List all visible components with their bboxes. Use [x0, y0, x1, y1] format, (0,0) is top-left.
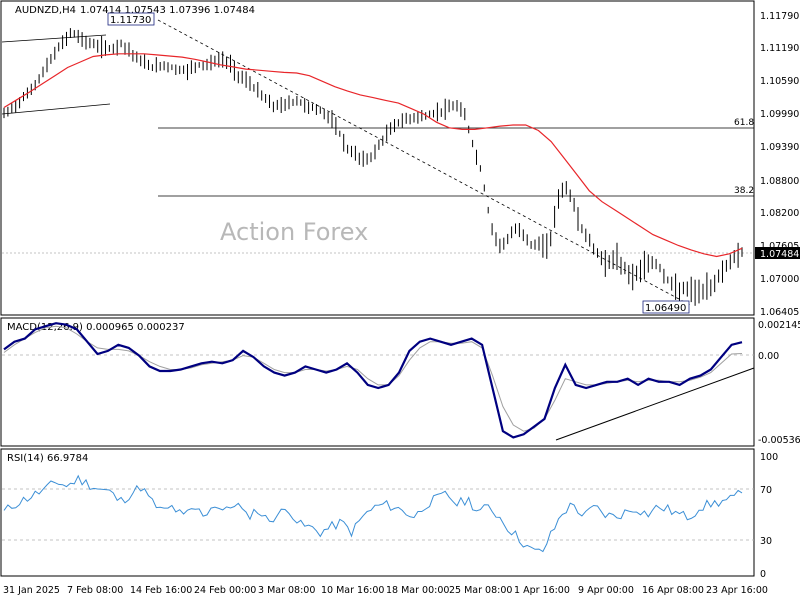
- fib-618-label: 61.8: [734, 118, 754, 128]
- macd-title: MACD(12,26,9) 0.000965 0.000237: [7, 322, 185, 333]
- price-tick: 1.06405: [760, 307, 799, 318]
- price-tick: 1.11790: [760, 11, 799, 22]
- fib-382-label: 38.2: [734, 186, 754, 196]
- moving-average-line: [3, 53, 743, 258]
- channel-upper-line: [1, 34, 107, 43]
- time-tick: 24 Feb 00:00: [194, 585, 256, 596]
- down-trendline: [157, 19, 693, 307]
- price-tick: 1.07605: [760, 241, 799, 252]
- rsi-tick: 30: [760, 536, 772, 547]
- price-tick: 1.08800: [760, 176, 799, 187]
- time-tick: 3 Mar 08:00: [258, 585, 315, 596]
- price-panel: AUDNZD,H4 1.07414 1.07543 1.07396 1.0748…: [0, 0, 755, 316]
- rsi-line: [3, 474, 743, 553]
- macd-main-line: [3, 322, 743, 439]
- time-tick: 23 Apr 16:00: [706, 585, 768, 596]
- macd-support-line: [555, 367, 755, 441]
- time-tick: 14 Feb 16:00: [130, 585, 192, 596]
- price-tick: 1.07000: [760, 274, 799, 285]
- swing-high-label: 1.11730: [110, 15, 151, 26]
- watermark: Action Forex: [220, 218, 368, 246]
- time-tick: 9 Apr 00:00: [578, 585, 634, 596]
- symbol-label: AUDNZD,H4: [15, 5, 76, 16]
- price-axis: 1.11790 1.11190 1.10590 1.09990 1.09390 …: [755, 11, 800, 318]
- time-tick: 31 Jan 2025: [3, 585, 60, 596]
- ohlc-label: 1.07414 1.07543 1.07396 1.07484: [80, 5, 255, 16]
- macd-tick: 0.002145: [758, 320, 800, 331]
- rsi-title: RSI(14) 66.9784: [7, 453, 88, 464]
- macd-tick: -0.005369: [758, 435, 800, 446]
- time-tick: 18 Mar 00:00: [386, 585, 449, 596]
- rsi-tick: 70: [760, 485, 772, 496]
- price-tick: 1.10590: [760, 76, 799, 87]
- time-tick: 10 Mar 16:00: [321, 585, 384, 596]
- rsi-panel: RSI(14) 66.9784 100 70 30 0: [0, 448, 778, 580]
- time-tick: 1 Apr 16:00: [514, 585, 570, 596]
- current-price-tag: 1.07484: [760, 249, 799, 260]
- price-tick: 1.09390: [760, 142, 799, 153]
- time-tick: 7 Feb 08:00: [67, 585, 123, 596]
- rsi-tick: 0: [760, 569, 766, 580]
- macd-panel: MACD(12,26,9) 0.000965 0.000237 0.002145…: [0, 317, 800, 447]
- price-tick: 1.11190: [760, 43, 799, 54]
- time-tick: 25 Mar 08:00: [449, 585, 512, 596]
- channel-lower-line: [1, 103, 111, 115]
- swing-low-label: 1.06490: [645, 303, 686, 314]
- time-axis: 31 Jan 2025 7 Feb 08:00 14 Feb 16:00 24 …: [3, 585, 768, 596]
- price-tick: 1.08200: [760, 208, 799, 219]
- macd-tick: 0.00: [758, 351, 779, 362]
- time-tick: 16 Apr 08:00: [642, 585, 704, 596]
- rsi-tick: 100: [760, 452, 778, 463]
- price-tick: 1.09990: [760, 109, 799, 120]
